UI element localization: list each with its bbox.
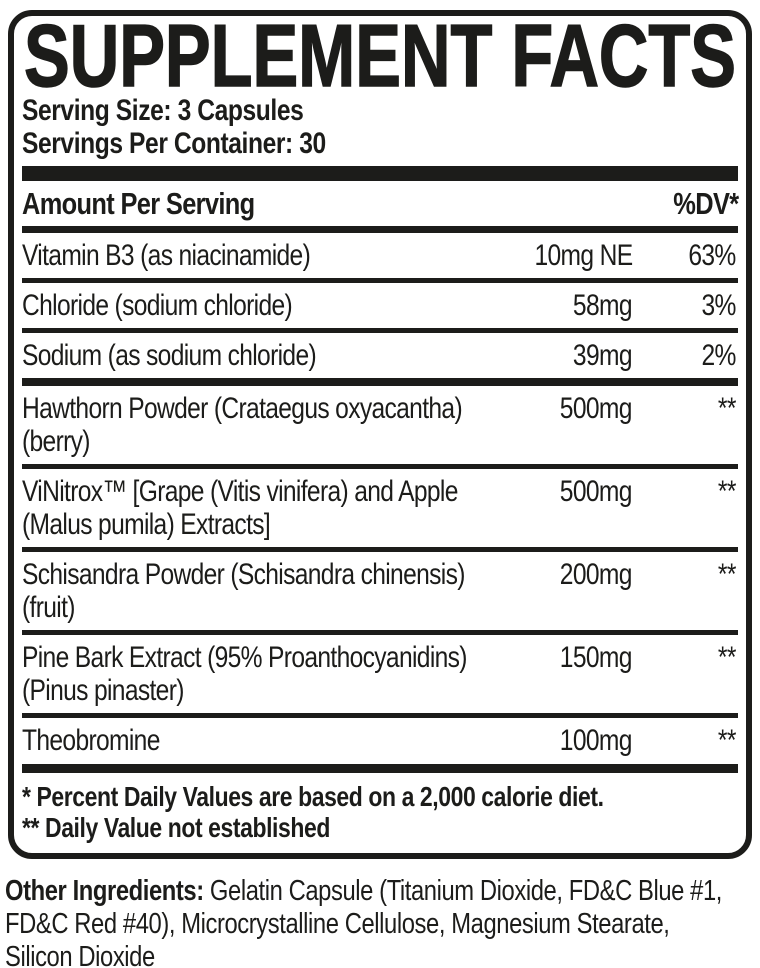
ingredient-amount: 10mg NE	[534, 239, 633, 272]
ingredient-name: Hawthorn Powder (Crataegus oxyacantha) (…	[22, 392, 463, 458]
supplement-label-page: SUPPLEMENT FACTS Serving Size: 3 Capsule…	[0, 10, 760, 968]
ingredient-row-vitamin-b3: Vitamin B3 (as niacinamide) 10mg NE 63%	[22, 233, 738, 278]
ingredient-dv: **	[718, 475, 736, 508]
ingredient-amount: 500mg	[560, 392, 633, 425]
servings-per-container: Servings Per Container: 30	[22, 127, 738, 160]
ingredient-dv: 3%	[701, 289, 737, 322]
ingredient-amount: 100mg	[560, 724, 633, 757]
panel-title: SUPPLEMENT FACTS	[24, 22, 736, 94]
divider-header-rule	[22, 226, 738, 233]
ingredient-row-theobromine: Theobromine 100mg **	[22, 713, 738, 763]
other-ingredients-text: Gelatin Capsule (Titanium Dioxide, FD&C …	[5, 875, 723, 968]
ingredient-row-hawthorn-powder: Hawthorn Powder (Crataegus oxyacantha) (…	[22, 378, 738, 464]
other-ingredients-paragraph: Other Ingredients: Gelatin Capsule (Tita…	[5, 875, 755, 968]
ingredient-name: Schisandra Powder (Schisandra chinensis)…	[22, 558, 465, 624]
column-header-amount: Amount Per Serving	[22, 186, 255, 221]
supplement-facts-panel: SUPPLEMENT FACTS Serving Size: 3 Capsule…	[8, 10, 752, 859]
ingredient-amount: 39mg	[573, 339, 633, 372]
column-header-dv: %DV*	[672, 186, 739, 221]
divider-heavy-footer	[22, 764, 738, 773]
ingredient-name: Chloride (sodium chloride)	[22, 289, 293, 322]
ingredient-dv: 2%	[701, 339, 737, 372]
footnote-daily-value-basis: * Percent Daily Values are based on a 2,…	[22, 781, 604, 812]
serving-size-text: Serving Size: 3 Capsules	[22, 94, 304, 127]
footnotes: * Percent Daily Values are based on a 2,…	[22, 781, 738, 843]
ingredient-dv: **	[718, 558, 736, 591]
ingredient-row-sodium: Sodium (as sodium chloride) 39mg 2%	[22, 328, 738, 378]
column-header-row: Amount Per Serving %DV*	[22, 181, 739, 226]
panel-title-text: SUPPLEMENT FACTS	[24, 22, 736, 94]
ingredient-row-vinitrox: ViNitrox™ [Grape (Vitis vinifera) and Ap…	[22, 464, 738, 547]
ingredient-name: Sodium (as sodium chloride)	[22, 339, 317, 372]
ingredient-amount: 200mg	[560, 558, 633, 591]
ingredient-name: Theobromine	[22, 724, 160, 757]
ingredient-amount: 500mg	[560, 475, 633, 508]
ingredient-dv: **	[718, 724, 736, 757]
ingredient-dv: 63%	[688, 239, 737, 272]
ingredient-row-schisandra-powder: Schisandra Powder (Schisandra chinensis)…	[22, 547, 738, 630]
other-ingredients-label: Other Ingredients:	[5, 875, 204, 907]
ingredient-dv: **	[718, 392, 736, 425]
ingredient-amount: 150mg	[560, 641, 633, 674]
footnote-not-established: ** Daily Value not established	[22, 812, 330, 843]
divider-heavy-top	[22, 166, 738, 181]
ingredient-name: ViNitrox™ [Grape (Vitis vinifera) and Ap…	[22, 475, 458, 541]
serving-size: Serving Size: 3 Capsules	[22, 94, 738, 127]
ingredient-name: Pine Bark Extract (95% Proanthocyanidins…	[22, 641, 467, 707]
ingredient-row-pine-bark-extract: Pine Bark Extract (95% Proanthocyanidins…	[22, 630, 738, 713]
ingredient-name: Vitamin B3 (as niacinamide)	[22, 239, 311, 272]
servings-per-container-text: Servings Per Container: 30	[22, 127, 326, 160]
ingredient-amount: 58mg	[573, 289, 633, 322]
ingredient-dv: **	[718, 641, 736, 674]
other-ingredients-section: Other Ingredients: Gelatin Capsule (Tita…	[5, 875, 760, 968]
ingredient-row-chloride: Chloride (sodium chloride) 58mg 3%	[22, 278, 738, 328]
